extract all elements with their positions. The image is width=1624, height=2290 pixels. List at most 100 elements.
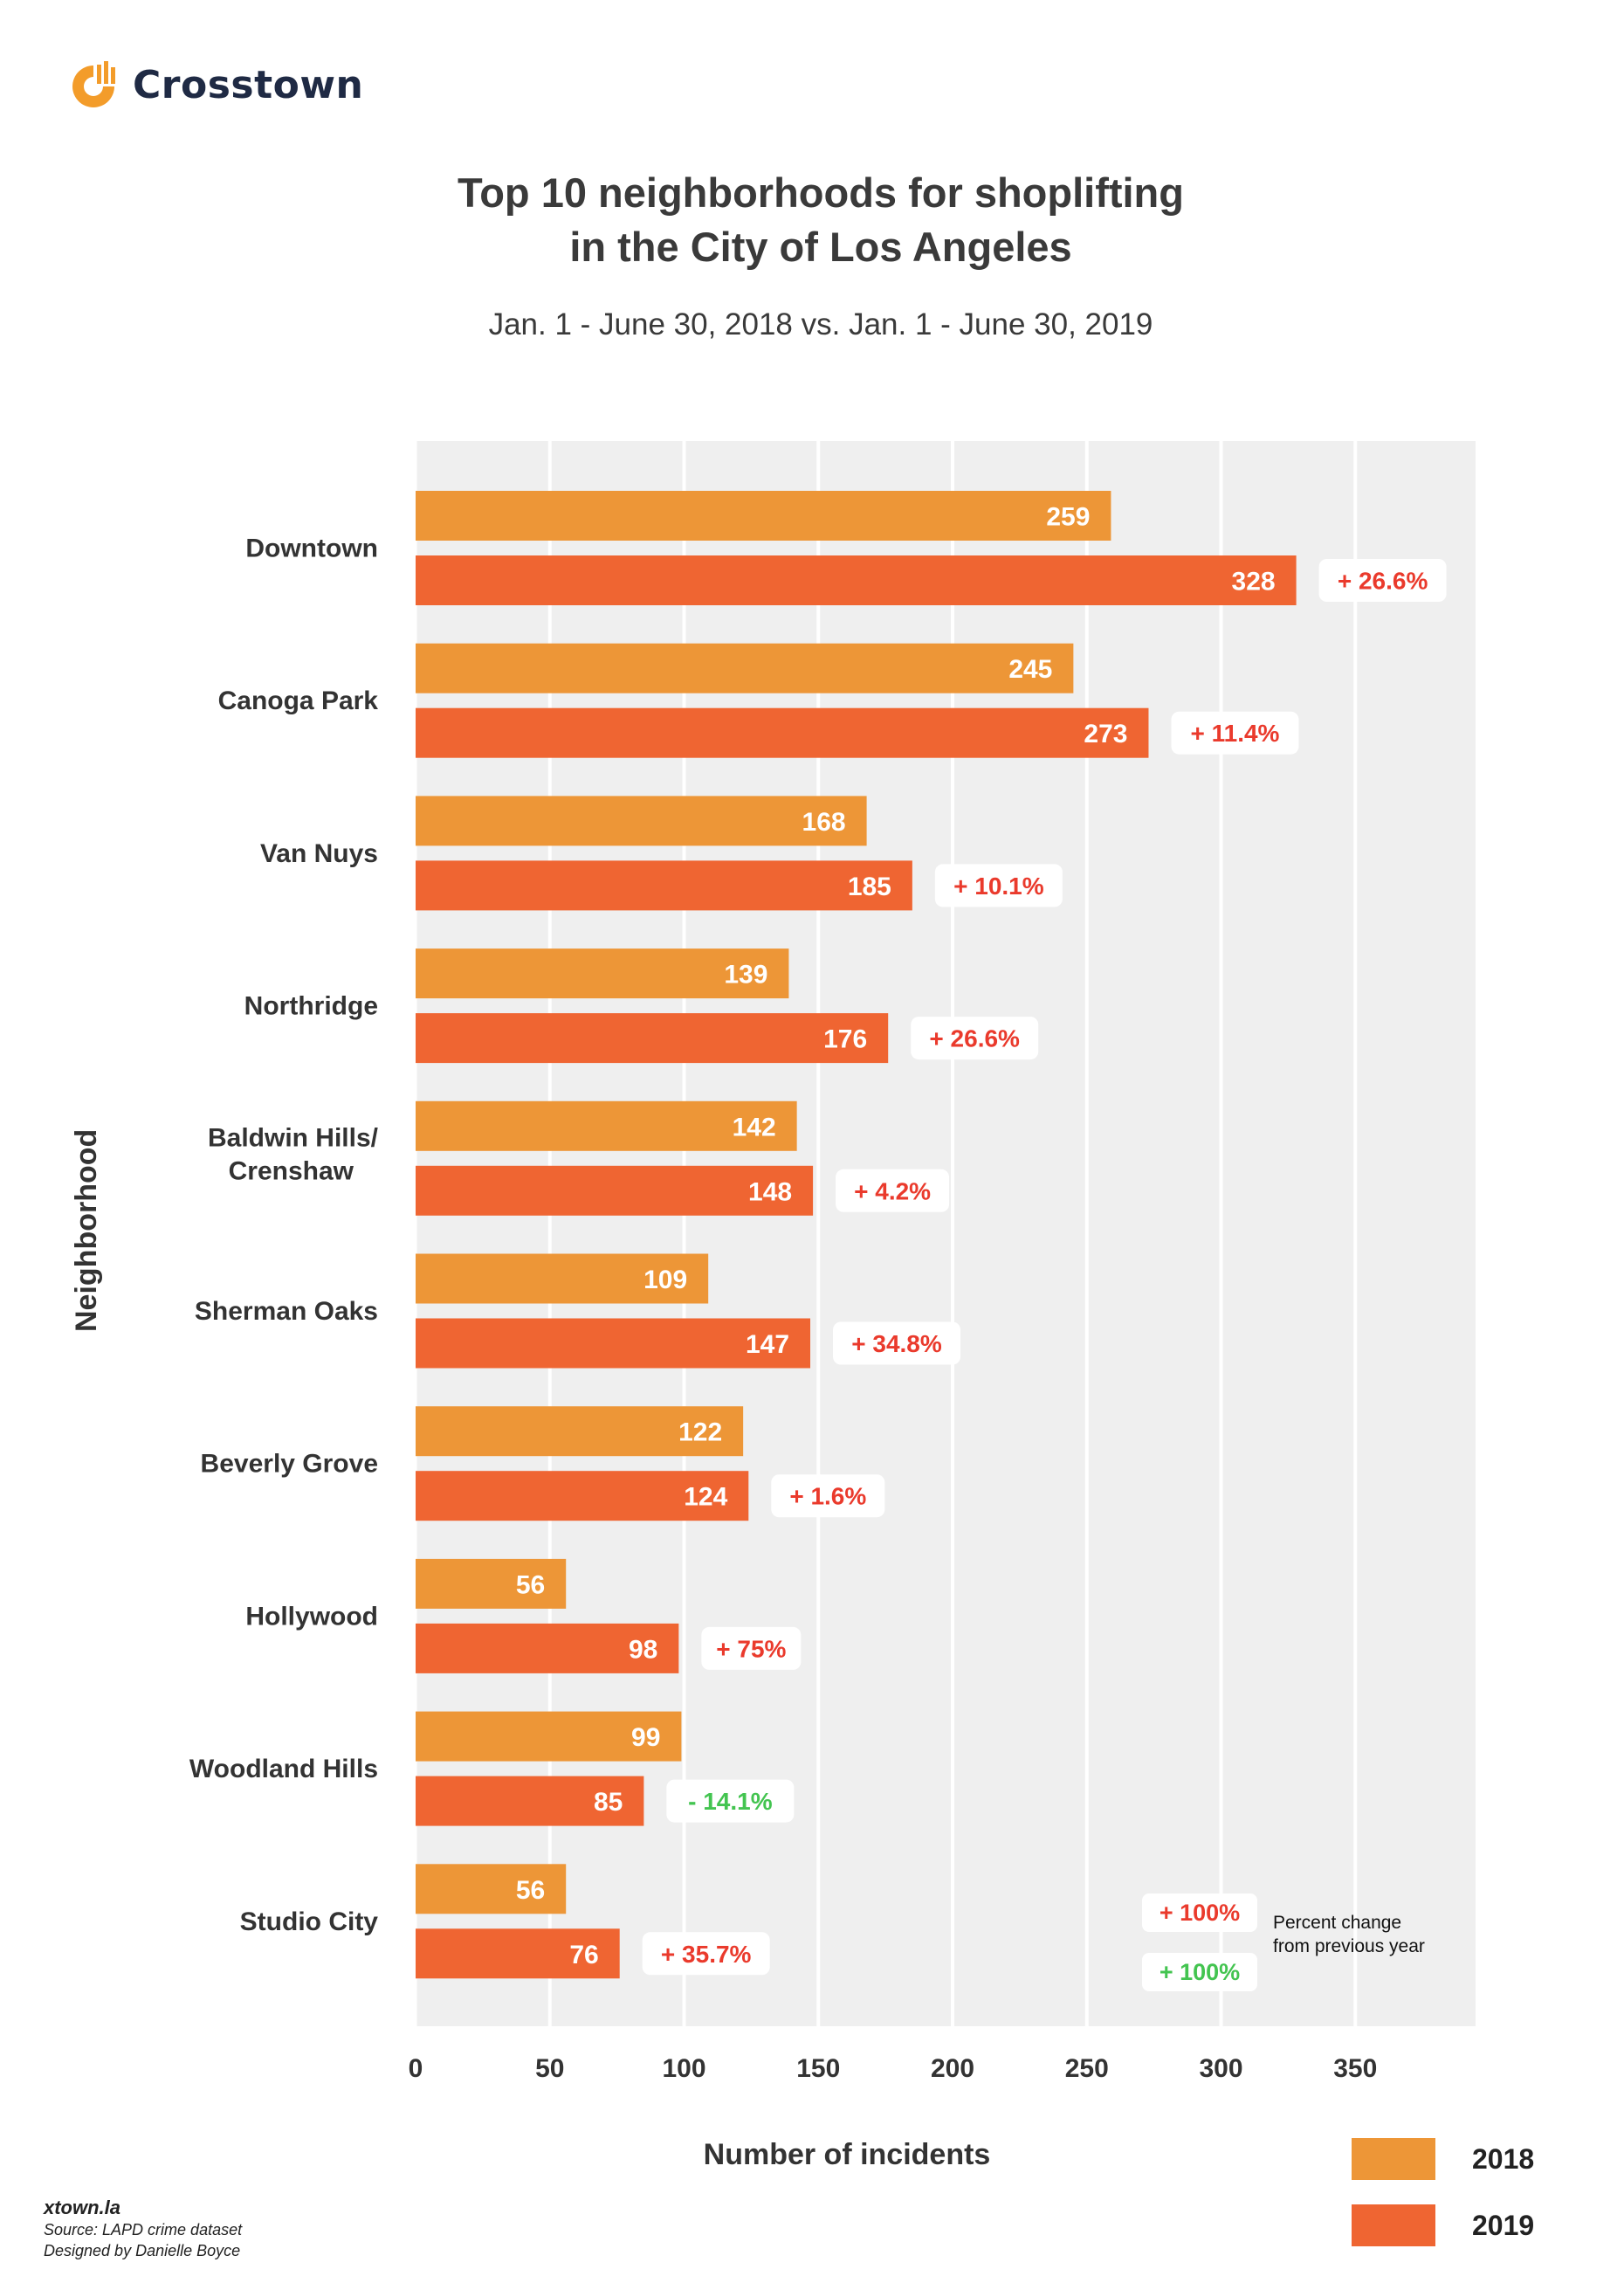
data-label-2018-woodland-hills: 99	[631, 1723, 660, 1752]
crosstown-logo: Crosstown	[70, 54, 363, 115]
legend-item-2019: 2019	[1352, 2204, 1534, 2246]
data-label-2018-studio-city: 56	[516, 1876, 545, 1905]
x-tick-label: 200	[931, 2054, 974, 2083]
percent-change-label-northridge: + 26.6%	[929, 1025, 1020, 1052]
bar-2019-northridge	[416, 1013, 889, 1064]
percent-change-label-sherman-oaks: + 34.8%	[851, 1330, 942, 1357]
x-tick-label: 0	[409, 2054, 423, 2083]
key-note-line-1: Percent change	[1273, 1913, 1402, 1933]
chart-title: Top 10 neighborhoods for shoplifting in …	[0, 166, 1624, 274]
percent-change-label-woodland-hills: - 14.1%	[688, 1788, 773, 1815]
legend-item-2018: 2018	[1352, 2138, 1534, 2180]
bar-2018-downtown	[416, 491, 1111, 541]
bar-2019-van-nuys	[416, 860, 912, 911]
category-label-studio-city: Studio City	[240, 1907, 379, 1936]
percent-change-label-canoga-park: + 11.4%	[1190, 720, 1279, 747]
x-tick-label: 150	[796, 2054, 840, 2083]
data-label-2018-downtown: 259	[1046, 503, 1090, 532]
category-label-downtown: Downtown	[245, 535, 378, 563]
bar-2019-woodland-hills	[416, 1776, 644, 1826]
chart-subtitle: Jan. 1 - June 30, 2018 vs. Jan. 1 - June…	[488, 307, 1153, 341]
brand-name: Crosstown	[133, 62, 364, 107]
bar-2018-baldwin-hills-crenshaw	[416, 1100, 797, 1151]
percent-change-box-sherman-oaks	[833, 1321, 961, 1365]
category-label-beverly-grove: Beverly Grove	[201, 1450, 378, 1479]
percent-change-box-downtown	[1318, 559, 1447, 602]
chart-title-line-2: in the City of Los Angeles	[569, 224, 1072, 270]
data-label-2019-sherman-oaks: 147	[746, 1330, 789, 1359]
category-label-hollywood: Hollywood	[245, 1602, 378, 1631]
x-tick-label: 250	[1065, 2054, 1109, 2083]
plot-background	[416, 441, 1476, 2026]
bar-2019-downtown	[416, 555, 1297, 605]
x-tick-label: 50	[535, 2054, 564, 2083]
key-increase-example: + 100%	[1142, 1893, 1257, 1932]
legend-swatch-2019	[1352, 2204, 1435, 2246]
percent-change-box-hollywood	[701, 1626, 802, 1670]
legend-label-2018: 2018	[1472, 2142, 1535, 2175]
data-label-2019-baldwin-hills-crenshaw: 148	[748, 1177, 792, 1206]
legend-label-2019: 2019	[1472, 2209, 1535, 2241]
bar-2019-hollywood	[416, 1623, 679, 1673]
bar-2019-sherman-oaks	[416, 1318, 811, 1369]
footer: xtown.la Source: LAPD crime dataset Desi…	[44, 2197, 242, 2261]
category-label-sherman-oaks: Sherman Oaks	[195, 1297, 378, 1326]
data-label-2019-canoga-park: 273	[1084, 720, 1127, 748]
legend-swatch-2018	[1352, 2138, 1435, 2180]
percent-change-box-van-nuys	[934, 864, 1063, 907]
data-label-2019-downtown: 328	[1232, 568, 1276, 597]
key-note-line-2: from previous year	[1273, 1936, 1425, 1956]
bar-2019-studio-city	[416, 1928, 620, 1979]
category-label-van-nuys: Van Nuys	[260, 839, 378, 868]
bar-2019-canoga-park	[416, 707, 1149, 758]
category-label-northridge: Northridge	[244, 992, 378, 1021]
percent-change-box-baldwin-hills-crenshaw	[836, 1169, 950, 1212]
percent-change-box-canoga-park	[1171, 711, 1299, 755]
data-label-2018-canoga-park: 245	[1008, 655, 1052, 684]
y-axis-title: Neighborhood	[70, 1128, 103, 1332]
bar-2018-sherman-oaks	[416, 1253, 709, 1304]
category-label-canoga-park: Canoga Park	[218, 686, 379, 715]
data-label-2019-van-nuys: 185	[848, 873, 891, 901]
x-tick-label: 300	[1199, 2054, 1242, 2083]
data-label-2018-baldwin-hills-crenshaw: 142	[733, 1113, 776, 1142]
x-tick-label: 350	[1333, 2054, 1377, 2083]
data-label-2019-studio-city: 76	[569, 1941, 598, 1969]
data-label-2018-beverly-grove: 122	[678, 1418, 722, 1447]
footer-site: xtown.la	[44, 2197, 121, 2218]
data-label-2018-hollywood: 56	[516, 1570, 545, 1599]
key-decrease-example: + 100%	[1142, 1953, 1257, 1991]
key-note: Percent change from previous year	[1273, 1911, 1425, 1958]
crosstown-logo-icon	[72, 59, 120, 107]
footer-source: Source: LAPD crime dataset	[44, 2221, 243, 2238]
percent-change-label-beverly-grove: + 1.6%	[789, 1483, 866, 1510]
data-label-2018-van-nuys: 168	[802, 808, 846, 837]
percent-change-label-downtown: + 26.6%	[1338, 568, 1428, 595]
category-label-baldwin-hills-crenshaw: Baldwin Hills/	[208, 1123, 379, 1152]
bar-2018-van-nuys	[416, 796, 867, 846]
bar-2018-beverly-grove	[416, 1406, 744, 1457]
data-label-2019-beverly-grove: 124	[684, 1483, 727, 1512]
footer-credit: Designed by Danielle Boyce	[44, 2242, 241, 2259]
percent-change-box-woodland-hills	[666, 1779, 795, 1823]
x-tick-label: 100	[662, 2054, 705, 2083]
x-axis-title: Number of incidents	[703, 2138, 991, 2171]
chart-title-line-1: Top 10 neighborhoods for shoplifting	[458, 169, 1184, 216]
percent-change-box-northridge	[911, 1017, 1039, 1060]
data-label-2018-northridge: 139	[724, 961, 767, 990]
bar-2018-canoga-park	[416, 643, 1074, 693]
percent-change-box-studio-city	[642, 1932, 770, 1976]
data-label-2019-northridge: 176	[823, 1025, 867, 1054]
bar-2018-northridge	[416, 948, 789, 999]
percent-change-box-beverly-grove	[771, 1474, 885, 1518]
data-label-2019-hollywood: 98	[629, 1635, 657, 1664]
bar-2018-woodland-hills	[416, 1711, 682, 1762]
bar-2019-baldwin-hills-crenshaw	[416, 1165, 814, 1216]
bar-2019-beverly-grove	[416, 1471, 749, 1521]
bar-2018-hollywood	[416, 1558, 567, 1609]
percent-change-label-van-nuys: + 10.1%	[953, 873, 1044, 900]
percent-change-label-studio-city: + 35.7%	[661, 1941, 752, 1968]
bar-2018-studio-city	[416, 1864, 567, 1914]
category-label-woodland-hills: Woodland Hills	[189, 1755, 378, 1783]
